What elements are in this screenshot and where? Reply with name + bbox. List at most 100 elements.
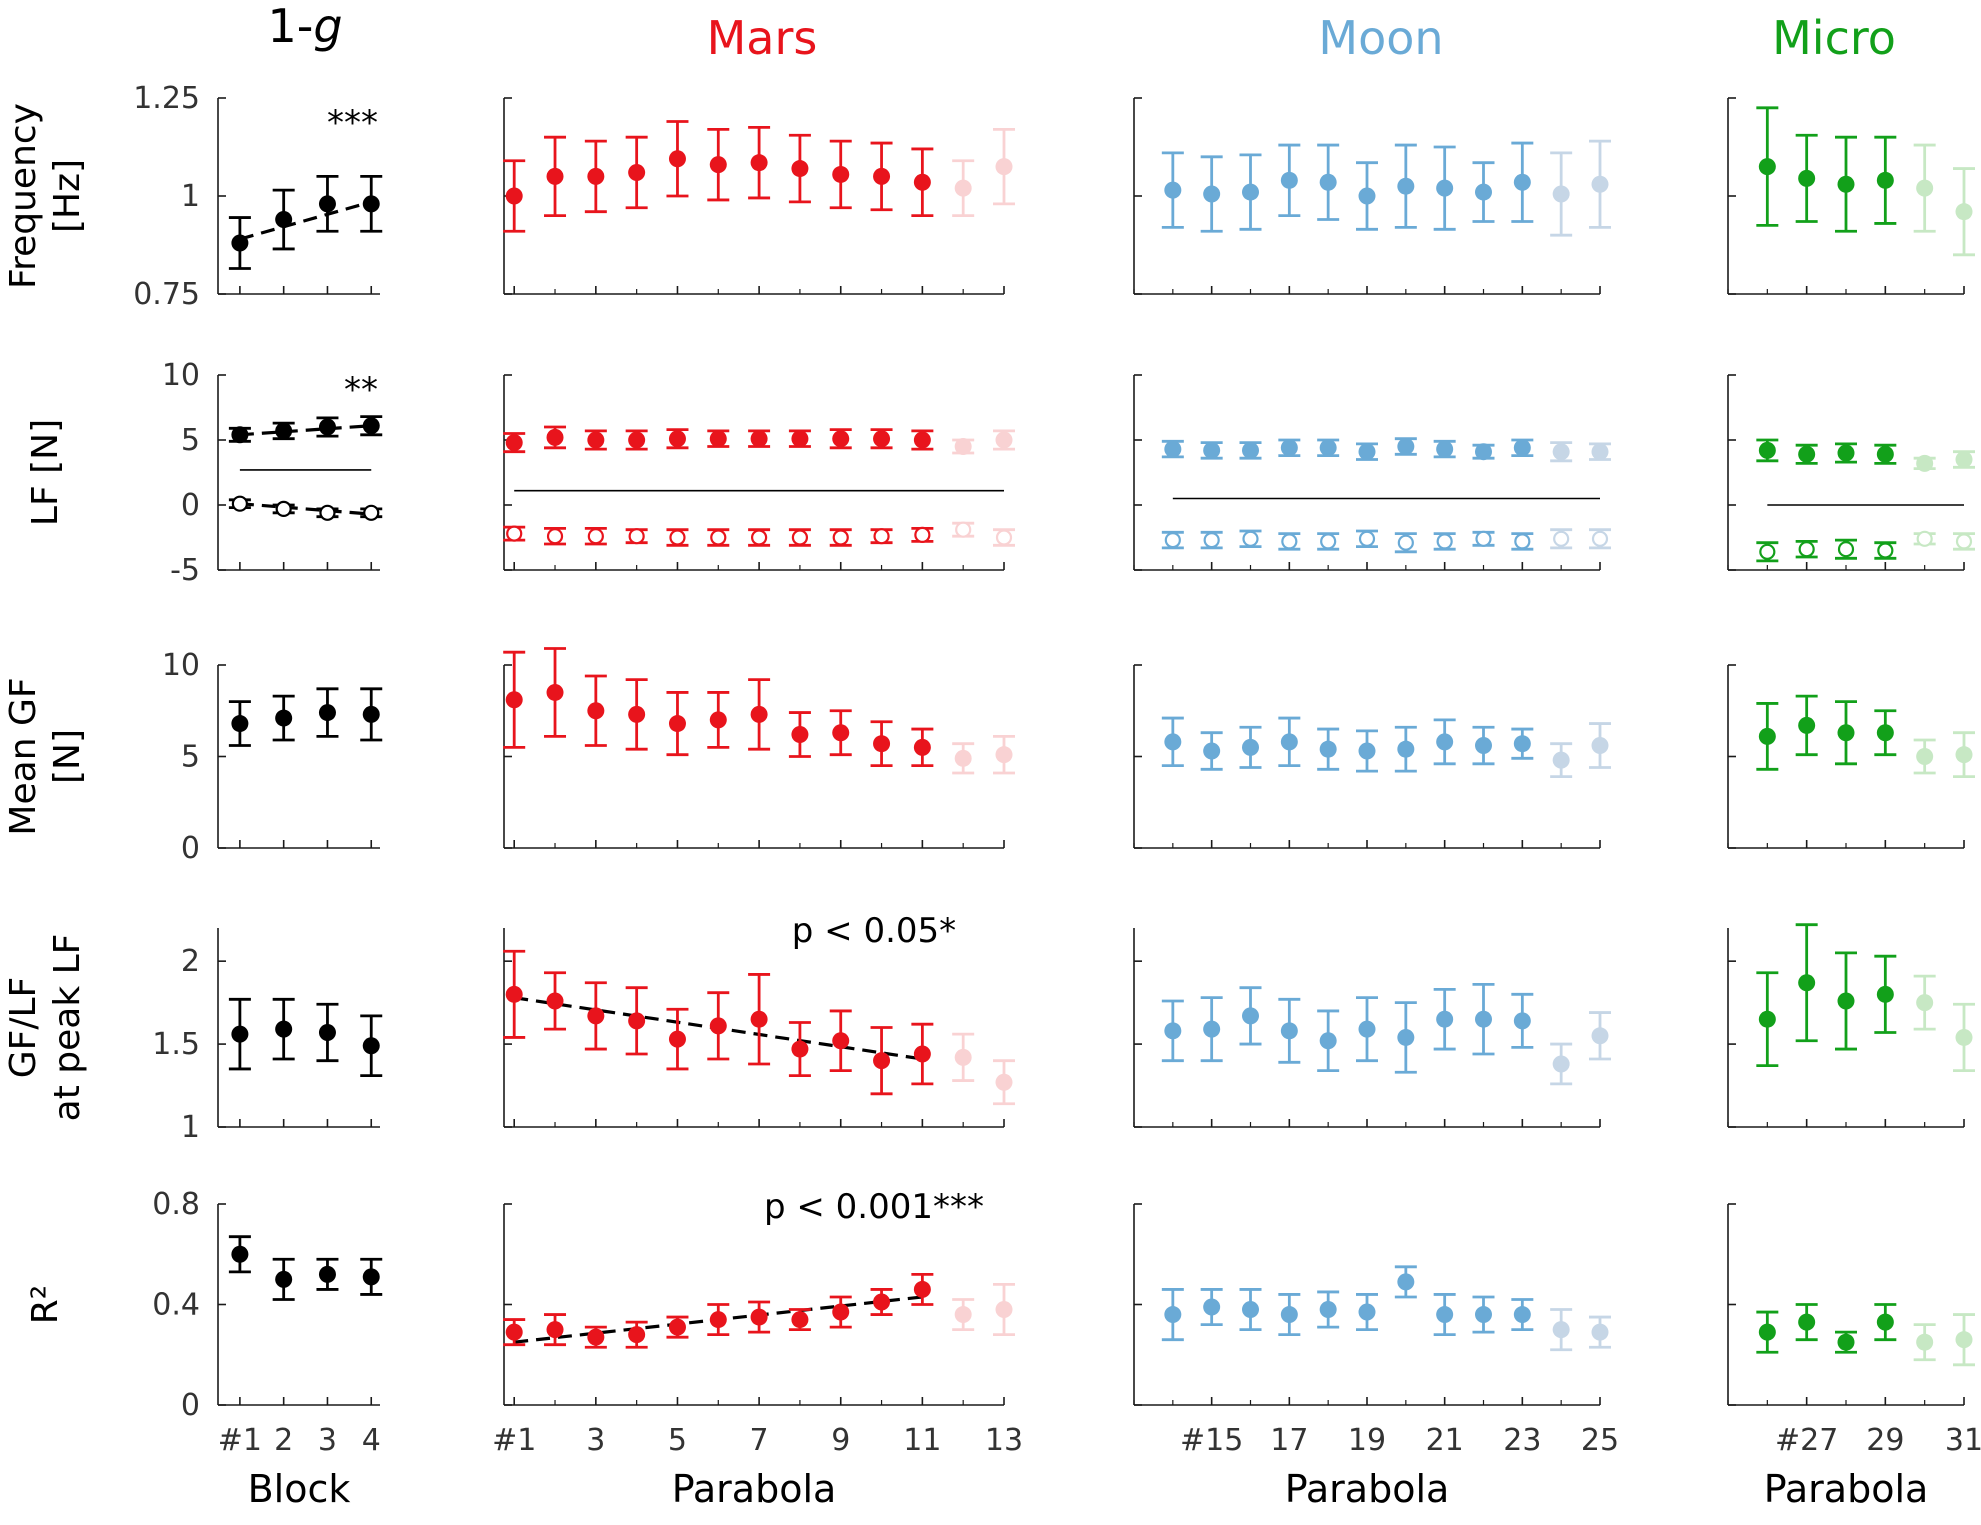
data-point [546,992,564,1010]
data-point [1955,533,1973,550]
data-point [362,1037,380,1055]
data-point [231,1245,249,1263]
data-point [231,426,249,444]
xtick-label-g1-0: #1 [218,1423,262,1458]
series-lf-max [1161,437,1611,463]
data-point [1436,533,1453,550]
panel-frequency-mars [503,97,1015,295]
ylabel-line-r2-0: R² [25,1285,66,1324]
data-point [1475,737,1492,755]
data-point [1164,1022,1182,1040]
data-point [1837,175,1855,193]
ytick-label-lf-3: 10 [162,358,200,393]
data-point [832,1032,850,1050]
series-r [503,1272,1015,1349]
data-point [1591,1323,1609,1341]
data-point [791,529,809,546]
data-point [1242,441,1259,459]
series-mean-gf [503,647,1015,775]
data-point [505,985,523,1003]
data-point [1876,171,1894,189]
ytick-label-mean_gf-2: 10 [162,648,200,683]
data-point [668,1318,686,1336]
data-point [1281,533,1298,550]
data-point [913,738,931,756]
data-point [914,526,931,544]
data-point [275,1270,293,1288]
data-point [1916,994,1934,1012]
data-point [318,1265,336,1283]
data-point [1475,530,1492,547]
data-point [1837,1333,1855,1351]
data-point [710,529,727,546]
ylabel-text-mean_gf: Mean GF[N] [3,677,88,835]
series-frequency [228,174,383,270]
data-point [995,431,1013,449]
xtick-label-mars-1: 3 [586,1423,605,1458]
data-point [319,504,336,521]
ytick-label-gf_lf-2: 2 [181,944,200,979]
panel-lf-moon [1133,374,1611,571]
ytick-label-mean_gf-0: 0 [181,831,200,866]
panel-mean_gf-micro [1727,664,1975,849]
data-point [1758,158,1776,176]
data-point [1436,179,1454,197]
data-point [1552,185,1570,203]
column-title-moon: Moon [1318,11,1443,65]
data-point [1876,445,1894,463]
data-point [832,724,850,742]
panel-mean_gf-moon [1133,664,1611,849]
data-point [1759,543,1776,560]
data-point [1758,727,1776,745]
data-point [873,1052,891,1070]
ylabel-gf_lf: GF/LFat peak LF [3,934,88,1122]
data-point [832,165,850,183]
data-point [1916,179,1934,197]
data-point [1955,746,1973,764]
data-point [873,528,890,545]
data-point [1591,530,1609,547]
data-point [1591,1027,1609,1045]
data-point [628,1326,646,1344]
data-point [275,709,293,727]
data-point [505,691,523,709]
data-point [913,1280,931,1298]
ytick-label-r2-1: 0.4 [152,1288,200,1323]
data-point [1164,181,1182,199]
panel-r2-g1: 0 0.4 0.8 [152,1187,383,1423]
xtick-label-mars-6: 13 [985,1423,1023,1458]
data-point [505,434,523,452]
xtick-label-mars-3: 7 [750,1423,769,1458]
series-gf-lf-at-peak-lf [503,949,1015,1106]
data-point [1955,1331,1973,1349]
data-point [1758,1323,1776,1341]
panel-gf_lf-mars: p < 0.05* [503,911,1015,1128]
xlabel-micro: Parabola [1764,1467,1929,1511]
data-point [832,1303,850,1321]
panel-mean_gf-g1: 0 5 10 [162,648,383,866]
data-point [1203,1020,1221,1038]
data-point [1280,733,1298,751]
ylabel-text-r2: R² [25,1285,66,1324]
xlabel-g1: Block [248,1467,351,1511]
data-point [954,1048,972,1066]
data-point [1358,187,1376,205]
annotation-gf_lf-mars: p < 0.05* [792,911,956,951]
data-point [873,167,891,185]
xtick-label-micro-0: #27 [1775,1423,1838,1458]
data-point [1358,1303,1376,1321]
ytick-label-r2-2: 0.8 [152,1187,200,1222]
data-point [231,495,248,512]
data-point [668,1030,686,1048]
ytick-label-gf_lf-0: 1 [181,1110,200,1145]
data-point [791,1040,809,1058]
series-lf-min [1161,528,1611,554]
data-point [362,195,380,213]
data-point [505,187,523,205]
data-point [1758,1010,1776,1028]
data-point [1358,1020,1376,1038]
series-r [228,1235,383,1301]
data-point [1552,1055,1570,1073]
data-point [1916,1333,1934,1351]
data-point [1552,751,1570,769]
